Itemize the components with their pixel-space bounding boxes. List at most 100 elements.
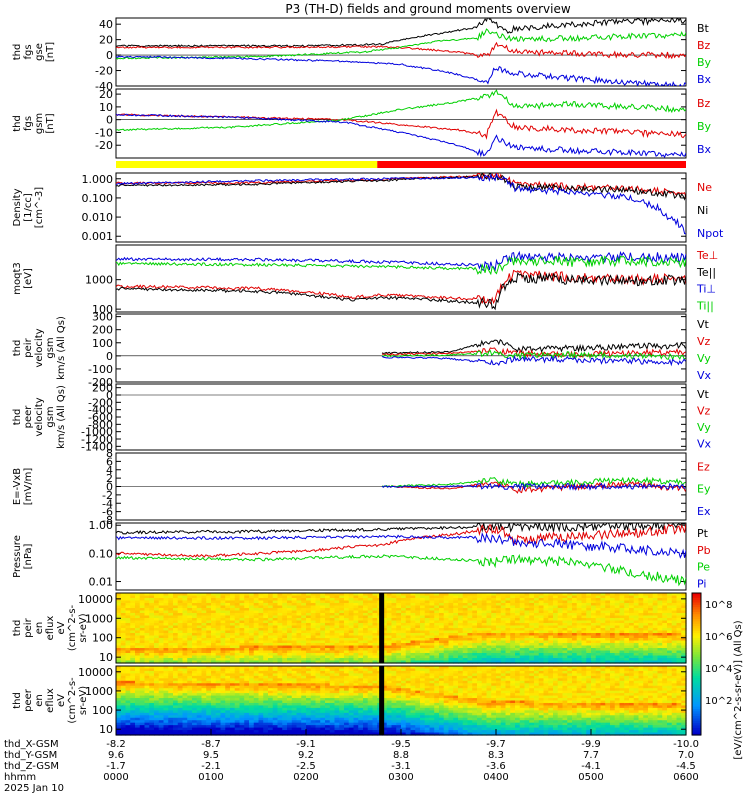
heat-cell bbox=[401, 643, 407, 647]
heat-cell bbox=[662, 660, 668, 664]
heat-cell bbox=[329, 685, 336, 689]
heat-cell bbox=[510, 623, 516, 627]
heat-cell bbox=[562, 638, 568, 642]
heat-cell bbox=[192, 698, 198, 702]
heat-cell bbox=[453, 615, 459, 619]
heat-cell bbox=[263, 595, 269, 599]
heat-cell bbox=[610, 615, 616, 619]
heat-cell bbox=[220, 648, 226, 652]
heat-cell bbox=[120, 635, 127, 639]
heat-cell bbox=[382, 638, 388, 642]
heat-cell bbox=[396, 610, 402, 614]
heat-cell bbox=[268, 727, 274, 731]
heat-cell bbox=[657, 613, 663, 617]
heat-cell bbox=[443, 610, 450, 614]
heat-cell bbox=[662, 600, 668, 604]
heat-cell bbox=[591, 615, 597, 619]
heat-cell bbox=[201, 638, 207, 642]
heat-cell bbox=[667, 593, 673, 597]
heat-cell bbox=[391, 600, 397, 604]
heat-cell bbox=[116, 648, 122, 652]
heat-cell bbox=[201, 623, 207, 627]
heat-cell bbox=[196, 638, 203, 642]
heat-cell bbox=[268, 660, 274, 664]
heat-cell bbox=[253, 688, 260, 692]
heat-cell bbox=[282, 595, 288, 599]
heat-cell bbox=[125, 683, 131, 687]
heat-cell bbox=[681, 660, 687, 664]
heat-cell bbox=[206, 698, 212, 702]
heat-cell bbox=[258, 707, 264, 711]
heat-cell bbox=[125, 618, 131, 622]
heat-cell bbox=[486, 660, 492, 664]
heat-cell bbox=[434, 613, 440, 617]
heat-cell bbox=[434, 658, 440, 662]
heat-cell bbox=[187, 732, 193, 736]
heat-cell bbox=[182, 613, 188, 617]
heat-cell bbox=[633, 625, 640, 629]
heat-cell bbox=[125, 660, 131, 664]
heat-cell bbox=[567, 593, 573, 597]
heat-cell bbox=[500, 658, 507, 662]
heat-cell bbox=[372, 608, 378, 612]
heat-cell bbox=[149, 666, 155, 670]
heat-cell bbox=[163, 720, 169, 724]
heat-cell bbox=[396, 638, 402, 642]
heat-cell bbox=[244, 598, 250, 602]
heat-cell bbox=[610, 650, 616, 654]
heat-cell bbox=[405, 608, 412, 612]
heat-cell bbox=[415, 658, 421, 662]
heat-cell bbox=[543, 630, 549, 634]
heat-cell bbox=[386, 615, 393, 619]
heat-cell bbox=[253, 655, 260, 659]
heat-cell bbox=[515, 600, 521, 604]
heat-cell bbox=[130, 666, 136, 670]
heat-cell bbox=[234, 725, 241, 729]
heat-cell bbox=[239, 605, 245, 609]
heat-cell bbox=[382, 623, 388, 627]
heat-cell bbox=[154, 680, 160, 684]
heat-cell bbox=[239, 730, 245, 734]
heat-cell bbox=[301, 608, 307, 612]
heat-cell bbox=[177, 710, 184, 714]
heat-cell bbox=[486, 640, 492, 644]
heat-cell bbox=[296, 693, 302, 697]
heat-cell bbox=[500, 638, 507, 642]
heat-cell bbox=[657, 600, 663, 604]
heat-cell bbox=[291, 635, 298, 639]
heat-cell bbox=[325, 722, 331, 726]
heat-cell bbox=[567, 633, 573, 637]
heat-cell bbox=[287, 693, 293, 697]
heat-cell bbox=[553, 608, 559, 612]
heat-cell bbox=[196, 717, 203, 721]
heat-cell bbox=[149, 730, 155, 734]
heat-cell bbox=[225, 680, 231, 684]
heat-cell bbox=[344, 620, 350, 624]
heat-cell bbox=[215, 625, 222, 629]
heat-cell bbox=[282, 660, 288, 664]
heat-cell bbox=[192, 680, 198, 684]
heat-cell bbox=[163, 635, 169, 639]
heat-cell bbox=[681, 595, 687, 599]
heat-cell bbox=[135, 615, 141, 619]
heat-cell bbox=[277, 727, 283, 731]
heat-cell bbox=[386, 625, 393, 629]
heat-cell bbox=[339, 645, 345, 649]
heat-cell bbox=[534, 620, 540, 624]
heat-cell bbox=[158, 707, 165, 711]
heat-cell bbox=[367, 655, 374, 659]
legend-label-Te||: Te|| bbox=[696, 266, 716, 279]
heat-cell bbox=[220, 693, 226, 697]
heat-cell bbox=[329, 693, 336, 697]
heat-cell bbox=[391, 658, 397, 662]
heat-cell bbox=[263, 618, 269, 622]
heat-cell bbox=[211, 595, 217, 599]
heat-cell bbox=[220, 653, 226, 657]
heat-cell bbox=[344, 610, 350, 614]
heat-cell bbox=[467, 605, 473, 609]
heat-cell bbox=[263, 710, 269, 714]
heat-cell bbox=[168, 695, 174, 699]
heat-cell bbox=[410, 595, 416, 599]
heat-cell bbox=[643, 648, 649, 652]
heat-cell bbox=[192, 670, 198, 674]
